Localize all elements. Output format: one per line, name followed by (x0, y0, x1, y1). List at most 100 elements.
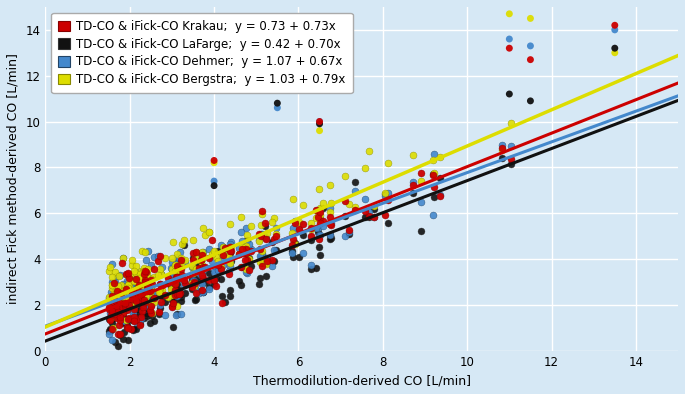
Point (132, 280, 143, 286)
Point (314, 84, 325, 90)
Point (118, 310, 129, 316)
Point (122, 323, 133, 330)
Point (269, 215, 280, 221)
Point (105, 264, 116, 270)
Point (117, 320, 128, 326)
Point (105, 326, 116, 332)
Point (188, 264, 199, 271)
Point (112, 288, 123, 295)
Point (379, 212, 390, 218)
Point (293, 219, 304, 225)
Point (131, 287, 142, 293)
Point (122, 324, 133, 331)
Point (134, 311, 145, 317)
Point (186, 281, 197, 287)
Point (169, 262, 180, 268)
Point (177, 260, 188, 266)
Point (105, 317, 116, 323)
Point (298, 202, 309, 208)
Point (197, 249, 208, 256)
Point (146, 301, 157, 308)
Point (225, 257, 236, 264)
Point (194, 262, 205, 268)
Point (290, 218, 301, 224)
Point (256, 253, 267, 260)
Point (117, 301, 128, 307)
Point (115, 282, 126, 288)
Point (135, 321, 146, 327)
Point (178, 242, 189, 248)
Point (139, 269, 150, 276)
Point (168, 271, 179, 277)
Point (312, 229, 323, 235)
Point (609, 45, 620, 51)
Point (122, 278, 133, 284)
Point (197, 275, 208, 281)
Point (170, 281, 181, 287)
Point (360, 165, 371, 171)
Point (104, 304, 115, 310)
Point (122, 304, 133, 310)
Point (325, 182, 336, 189)
Point (152, 289, 163, 296)
Point (128, 326, 139, 333)
Point (166, 278, 177, 284)
Point (108, 297, 119, 303)
Point (106, 306, 117, 312)
Point (113, 308, 124, 314)
Point (139, 297, 150, 303)
Point (312, 214, 323, 220)
Point (203, 285, 214, 292)
Point (157, 287, 168, 294)
Point (145, 292, 156, 298)
Point (123, 282, 134, 288)
Point (117, 313, 128, 319)
Point (153, 289, 164, 295)
Point (186, 262, 197, 269)
Point (106, 282, 117, 288)
Point (117, 260, 128, 266)
Point (293, 226, 304, 232)
Point (145, 277, 156, 283)
Point (110, 302, 121, 309)
Point (138, 315, 149, 322)
Point (240, 225, 251, 231)
Point (382, 197, 393, 203)
Point (149, 292, 160, 298)
Point (108, 315, 119, 321)
Point (504, 36, 515, 42)
Point (203, 255, 214, 262)
Point (186, 280, 197, 286)
Point (428, 170, 439, 177)
Point (130, 275, 141, 282)
Point (140, 289, 151, 295)
Point (236, 246, 247, 252)
Point (108, 311, 119, 317)
Point (172, 267, 183, 273)
Point (121, 316, 132, 323)
Point (204, 269, 215, 276)
Point (123, 302, 134, 308)
Point (113, 291, 124, 297)
Point (138, 299, 149, 305)
Point (271, 231, 282, 237)
Point (190, 275, 201, 282)
Point (130, 319, 141, 325)
Point (408, 152, 419, 159)
Point (168, 239, 179, 245)
Point (119, 308, 130, 314)
Point (188, 257, 199, 263)
Point (140, 284, 151, 291)
Point (143, 266, 154, 272)
Point (146, 276, 157, 282)
Point (408, 182, 419, 188)
Point (210, 275, 221, 281)
Point (416, 169, 427, 176)
Point (364, 208, 375, 215)
Point (382, 160, 393, 167)
Point (132, 282, 143, 289)
Point (155, 271, 166, 277)
Point (171, 254, 182, 260)
Point (107, 337, 118, 343)
Point (109, 280, 120, 286)
